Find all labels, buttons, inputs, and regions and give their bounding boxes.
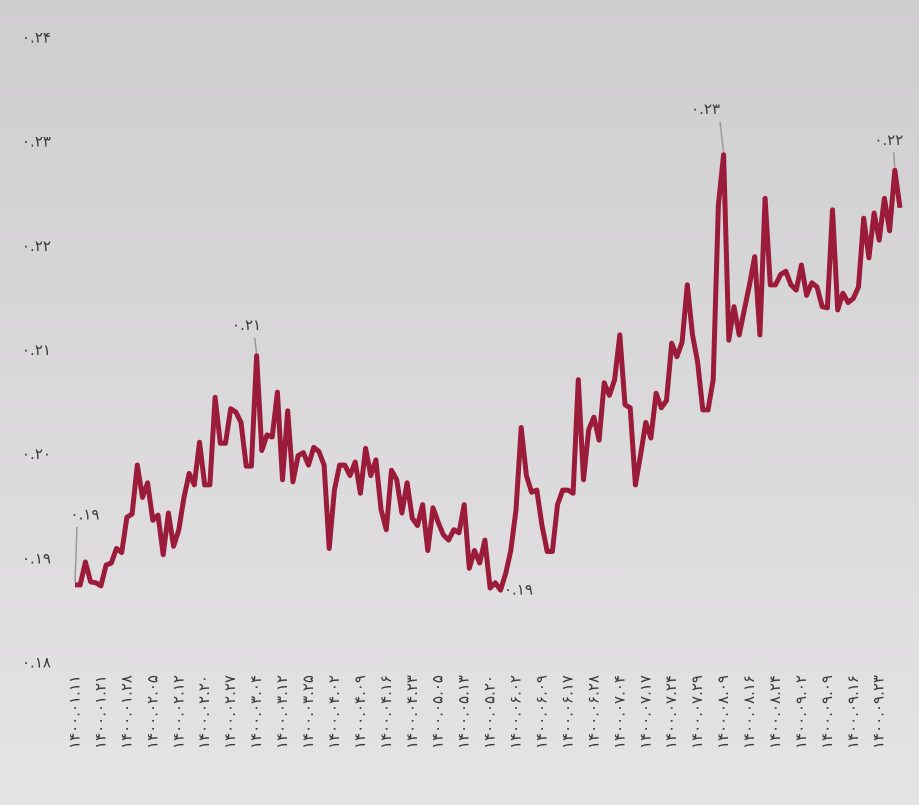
y-tick-label: ۰.۱۸: [22, 654, 51, 672]
x-tick-label: ۱۴۰۰.۰۴.۰۲: [325, 675, 343, 749]
x-tick-label: ۱۴۰۰.۰۹.۱۶: [844, 675, 862, 749]
y-tick-label: ۰.۲۱: [22, 341, 51, 359]
x-tick-label: ۱۴۰۰.۰۹.۰۹: [818, 675, 836, 749]
x-tick-label: ۱۴۰۰.۰۸.۰۹: [714, 675, 732, 749]
x-tick-label: ۱۴۰۰.۰۱.۲۸: [117, 675, 135, 749]
y-tick-label: ۰.۲۰: [22, 445, 51, 463]
x-tick-label: ۱۴۰۰.۰۵.۰۵: [429, 675, 447, 749]
x-tick-label: ۱۴۰۰.۰۶.۰۲: [507, 675, 525, 749]
series-line: [75, 152, 903, 593]
x-tick-label: ۱۴۰۰.۰۸.۲۴: [766, 675, 784, 749]
annotation-label: ۰.۱۹: [504, 581, 533, 599]
x-tick-label: ۱۴۰۰.۰۷.۲۹: [688, 675, 706, 749]
annotation-label: ۰.۲۲: [874, 131, 903, 149]
x-tick-label: ۱۴۰۰.۰۵.۱۳: [455, 675, 473, 749]
annotation-leader: [253, 337, 258, 353]
y-tick-label: ۰.۲۲: [22, 237, 51, 255]
y-tick-label: ۰.۲۴: [22, 29, 51, 47]
x-tick-label: ۱۴۰۰.۰۱.۲۱: [91, 675, 109, 749]
annotation-label: ۰.۲۳: [691, 100, 720, 118]
x-tick-label: ۱۴۰۰.۰۴.۲۳: [403, 675, 421, 749]
x-tick-label: ۱۴۰۰.۰۶.۱۷: [558, 675, 576, 749]
x-tick-label: ۱۴۰۰.۰۷.۲۴: [662, 675, 680, 749]
x-tick-label: ۱۴۰۰.۰۶.۲۸: [584, 675, 602, 749]
x-tick-label: ۱۴۰۰.۰۵.۲۰: [481, 675, 499, 749]
x-tick-label: ۱۴۰۰.۰۴.۱۶: [377, 675, 395, 749]
x-tick-label: ۱۴۰۰.۰۶.۰۹: [532, 675, 550, 749]
x-tick-label: ۱۴۰۰.۰۹.۲۳: [870, 675, 888, 749]
annotation-leader: [74, 526, 78, 582]
x-tick-label: ۱۴۰۰.۰۹.۰۲: [792, 675, 810, 749]
y-tick-label: ۰.۱۹: [22, 549, 51, 567]
annotation-label: ۰.۱۹: [71, 505, 100, 523]
x-tick-label: ۱۴۰۰.۰۳.۱۲: [273, 675, 291, 749]
x-tick-label: ۱۴۰۰.۰۸.۱۶: [740, 675, 758, 749]
annotation-leader: [719, 121, 725, 152]
annotation-label: ۰.۲۱: [232, 316, 261, 334]
x-tick-label: ۱۴۰۰.۰۲.۲۰: [195, 675, 213, 749]
x-tick-label: ۱۴۰۰.۰۳.۲۵: [299, 675, 317, 749]
x-tick-label: ۱۴۰۰.۰۳.۰۴: [247, 675, 265, 749]
x-tick-label: ۱۴۰۰.۰۷.۰۴: [610, 675, 628, 749]
x-tick-label: ۱۴۰۰.۰۱.۱۱: [66, 675, 84, 749]
x-tick-label: ۱۴۰۰.۰۴.۰۹: [351, 675, 369, 749]
annotation-leader: [892, 152, 896, 168]
y-tick-label: ۰.۲۳: [22, 133, 51, 151]
x-tick-label: ۱۴۰۰.۰۲.۱۲: [169, 675, 187, 749]
x-tick-label: ۱۴۰۰.۰۷.۱۷: [636, 675, 654, 749]
x-tick-label: ۱۴۰۰.۰۲.۰۵: [143, 675, 161, 749]
x-tick-label: ۱۴۰۰.۰۲.۲۷: [221, 675, 239, 749]
